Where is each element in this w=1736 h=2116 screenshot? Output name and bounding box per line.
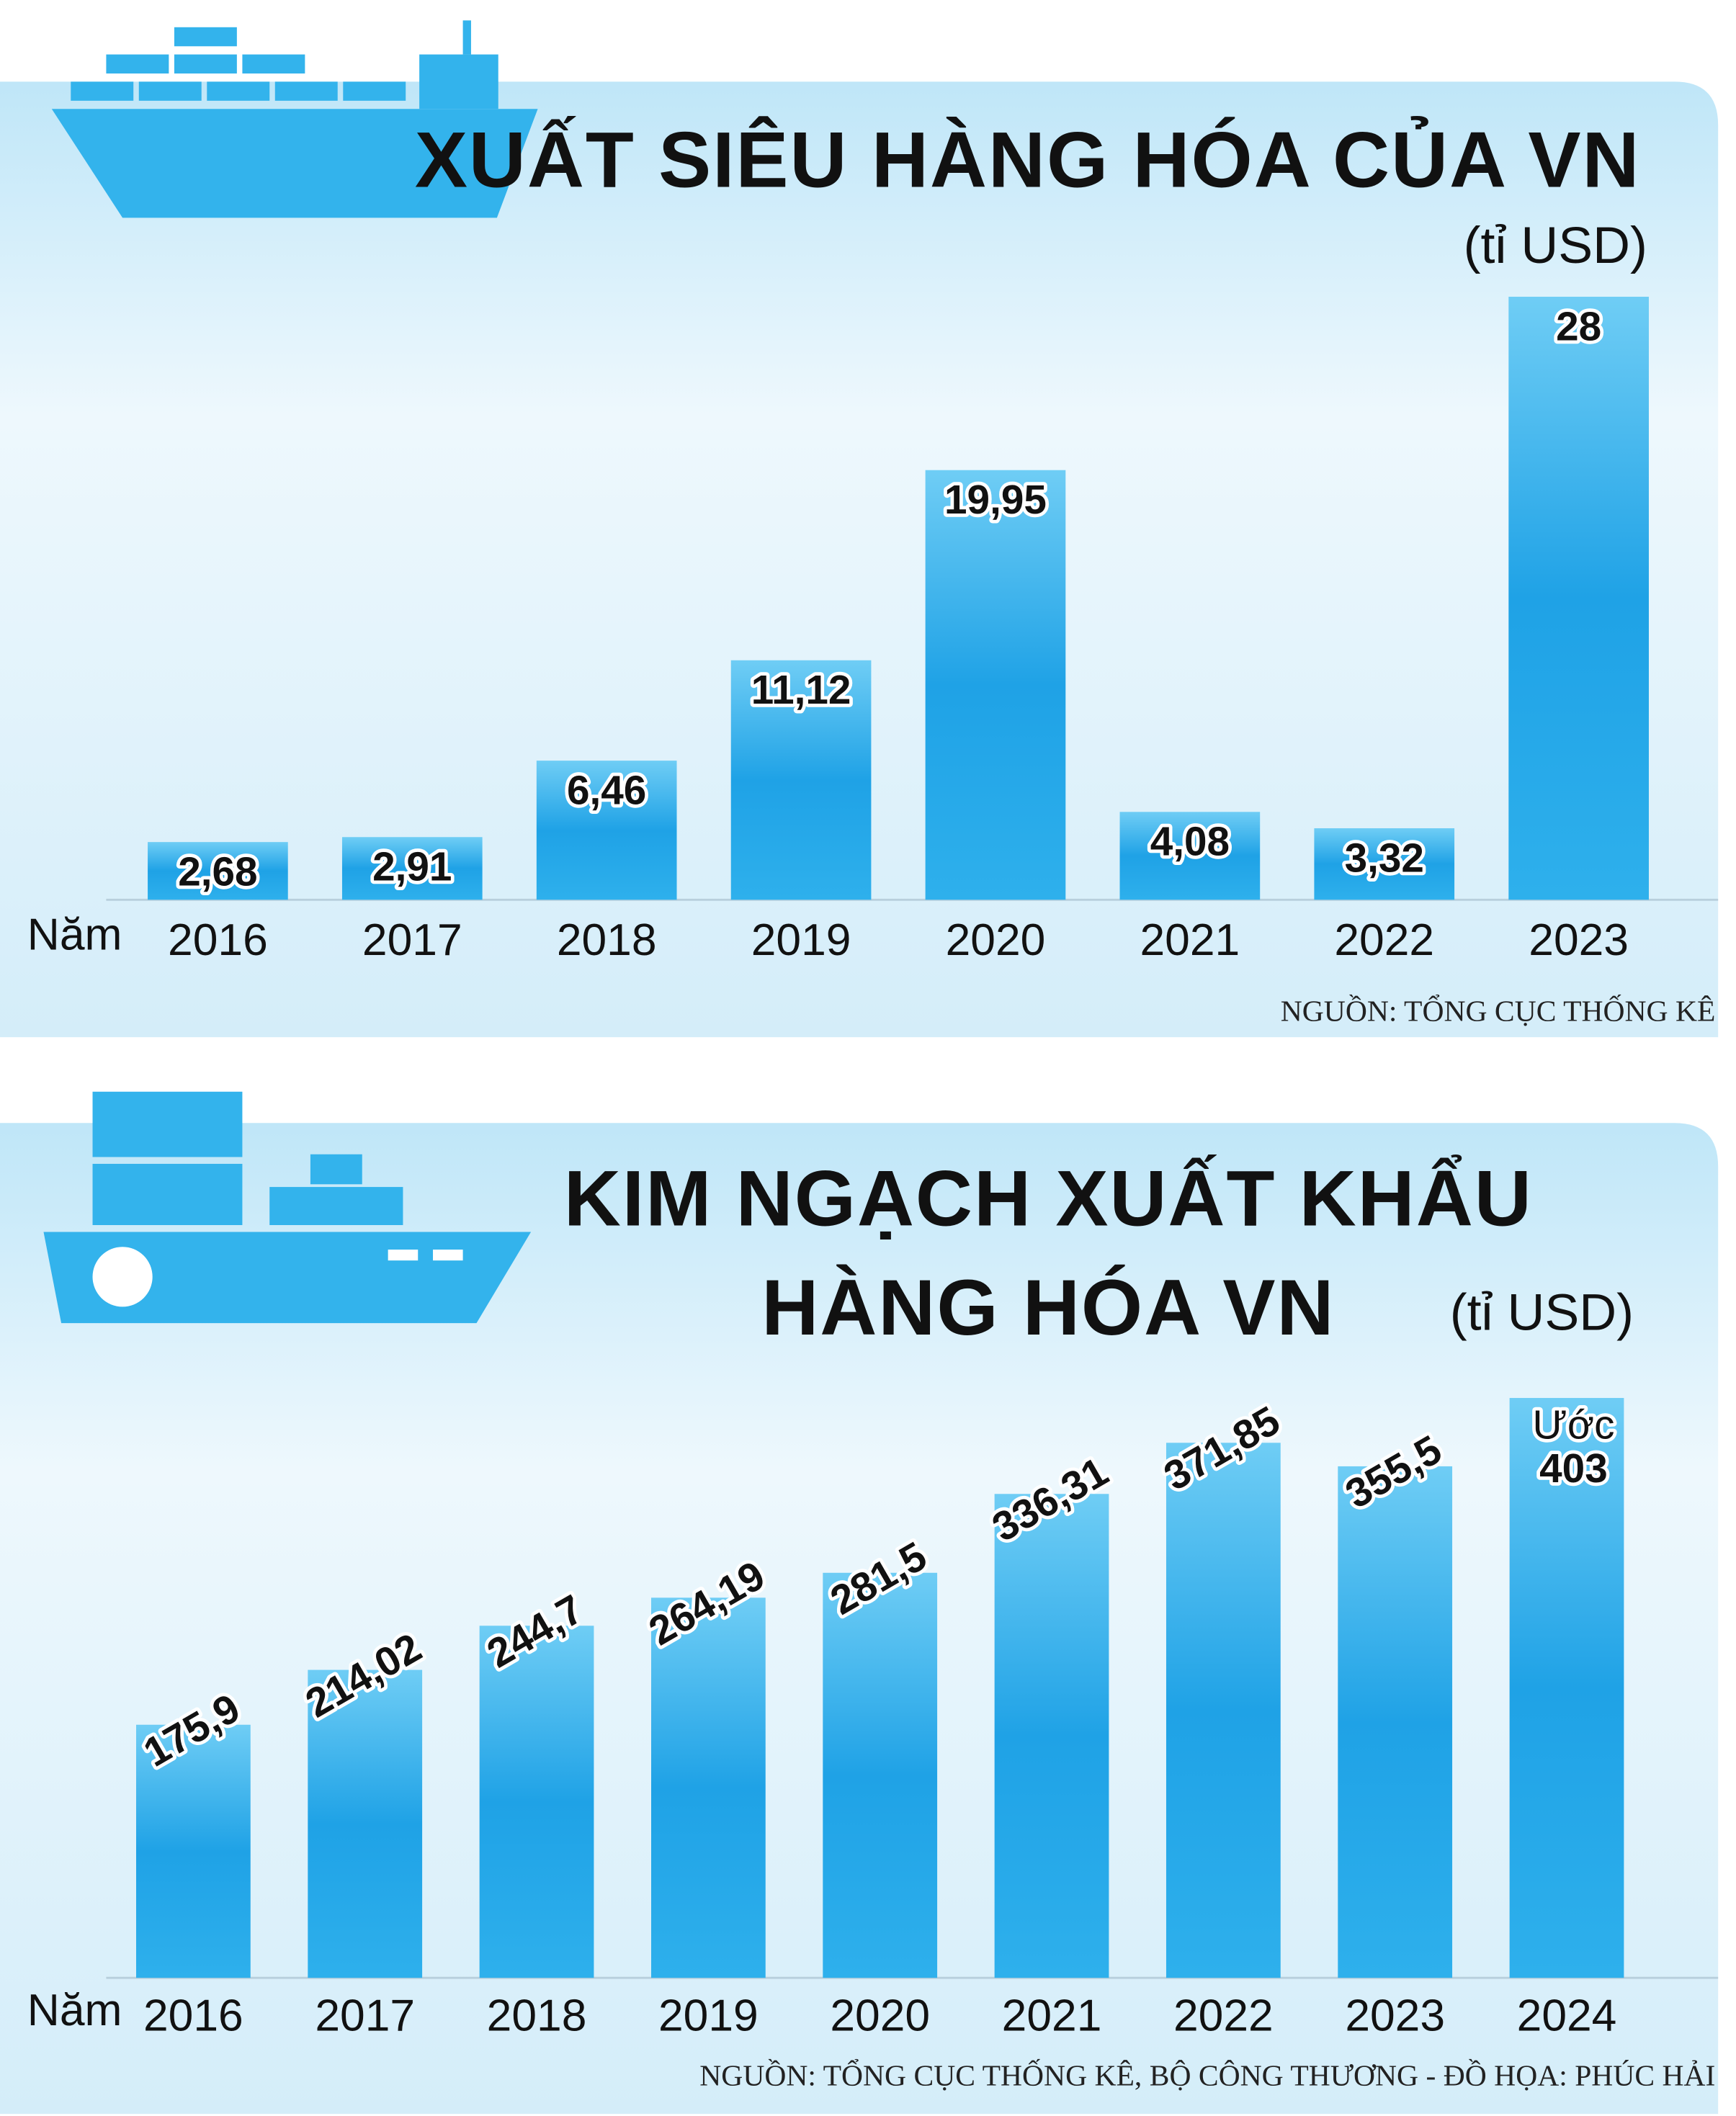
bar (341, 837, 483, 900)
data-label: 28 (1556, 304, 1601, 349)
bar (536, 761, 677, 900)
x-tick-label: 2022 (1334, 915, 1434, 965)
unit-label: (tỉ USD) (1450, 1284, 1634, 1342)
bar (823, 1572, 938, 1978)
bar (1509, 1398, 1624, 1978)
annotation: Ước (1532, 1403, 1614, 1448)
x-tick-label: 2018 (557, 915, 657, 965)
bar (136, 1724, 251, 1978)
bar (1119, 812, 1261, 900)
source-note: NGUỒN: TỔNG CỤC THỐNG KÊ, BỘ CÔNG THƯƠNG… (699, 2058, 1715, 2092)
panel (0, 81, 1719, 1038)
x-axis-label: Năm (27, 1986, 122, 2035)
bar (1508, 297, 1649, 900)
bar (1165, 1443, 1281, 1978)
bar (1314, 828, 1455, 900)
bar (994, 1494, 1109, 1978)
bar (730, 660, 872, 900)
x-tick-label: 2021 (1140, 915, 1240, 965)
ship-icon (43, 1091, 532, 1324)
bar (308, 1669, 423, 1978)
bar (650, 1597, 766, 1978)
x-tick-label: 2023 (1345, 1991, 1445, 2040)
x-tick-label: 2024 (1517, 1991, 1617, 2040)
x-tick-label: 2017 (315, 1991, 415, 2040)
x-tick-label: 2023 (1529, 915, 1629, 965)
x-tick-label: 2019 (751, 915, 851, 965)
data-label: 3,32 (1345, 835, 1424, 881)
unit-label: (tỉ USD) (1464, 217, 1647, 274)
data-label: 11,12 (751, 668, 851, 713)
chart-title: HÀNG HÓA VN (761, 1264, 1335, 1352)
data-label: 403 (1539, 1446, 1608, 1492)
layout: XUẤT SIÊU HÀNG HÓA CỦA VN (tỉ USD) Năm NGUỒ… (0, 20, 1719, 2115)
chart-title: KIM NGẠCH XUẤT KHẨU (564, 1155, 1533, 1243)
bar (148, 842, 288, 900)
x-tick-label: 2016 (143, 1991, 243, 2040)
x-tick-label: 2020 (946, 915, 1046, 965)
x-tick-label: 2018 (487, 1991, 587, 2040)
x-tick-label: 2020 (830, 1991, 930, 2040)
data-label: 2,91 (372, 845, 452, 890)
data-label: 6,46 (567, 768, 646, 813)
x-tick-label: 2019 (658, 1991, 759, 2040)
data-label: 2,68 (178, 849, 257, 895)
bar (925, 470, 1066, 900)
ship-icon (51, 20, 538, 218)
bar (1338, 1466, 1453, 1978)
data-label: 19,95 (944, 478, 1047, 523)
chart-title: XUẤT SIÊU HÀNG HÓA CỦA VN (415, 117, 1641, 205)
x-tick-label: 2017 (362, 915, 462, 965)
x-tick-label: 2016 (168, 915, 268, 965)
x-tick-label: 2022 (1173, 1991, 1274, 2040)
x-axis-label: Năm (27, 910, 122, 960)
bar (479, 1626, 594, 1978)
source-note: NGUỒN: TỔNG CỤC THỐNG KÊ (1281, 994, 1716, 1028)
data-label: 4,08 (1150, 820, 1230, 865)
x-tick-label: 2021 (1002, 1991, 1102, 2040)
